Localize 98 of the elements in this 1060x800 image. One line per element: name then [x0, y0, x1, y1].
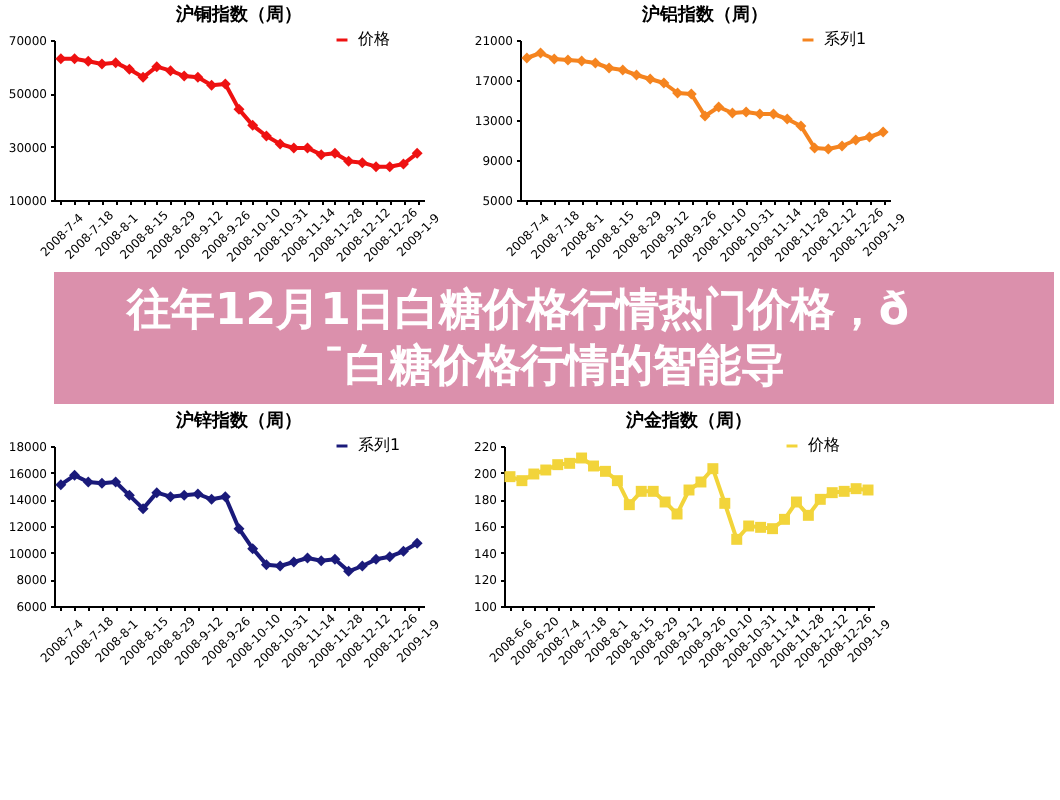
point [671, 508, 683, 520]
point [552, 459, 564, 471]
point [795, 120, 807, 132]
point [802, 509, 814, 521]
point [274, 560, 286, 572]
point [219, 491, 231, 503]
point [397, 545, 409, 557]
point [611, 475, 623, 487]
point [192, 488, 204, 500]
point [96, 477, 108, 489]
point [110, 476, 122, 488]
legend-label: 系列1 [824, 30, 867, 48]
point [315, 149, 327, 161]
point [588, 460, 599, 472]
point [96, 58, 108, 70]
point [123, 63, 135, 75]
point [370, 553, 382, 565]
point [165, 491, 176, 503]
point [779, 513, 790, 525]
point [233, 523, 245, 535]
chart-title: 沪金指数（周） [624, 410, 752, 432]
point [137, 503, 149, 515]
point [329, 147, 341, 159]
point [504, 471, 516, 483]
point [659, 496, 671, 508]
chart-title: 沪铜指数（周） [174, 4, 302, 26]
point [384, 161, 396, 173]
point [55, 479, 67, 491]
point [695, 476, 707, 488]
point [329, 553, 341, 565]
point [767, 523, 779, 535]
point [603, 62, 615, 74]
point [178, 70, 190, 82]
point [719, 497, 731, 509]
point [790, 496, 802, 508]
point [740, 106, 752, 118]
point [623, 499, 635, 511]
point [658, 77, 670, 89]
point [516, 475, 528, 487]
point [850, 483, 862, 495]
point [599, 465, 611, 477]
point [233, 103, 245, 115]
point [743, 520, 755, 532]
point [562, 54, 574, 66]
point [110, 57, 122, 69]
point [755, 521, 767, 533]
point [151, 487, 163, 499]
point [260, 130, 272, 142]
point [647, 485, 659, 497]
point [69, 469, 81, 481]
point [260, 559, 272, 571]
point [826, 487, 838, 499]
point [411, 147, 423, 159]
point [540, 464, 552, 476]
text: 往年12月1日白糖价格行情热门价格，ð¯白糖价格行情的智能导 [124, 284, 982, 392]
point [699, 110, 711, 122]
point [356, 560, 368, 572]
point [713, 101, 725, 113]
point [814, 493, 826, 505]
legend-label: 价格 [806, 436, 840, 454]
point [82, 55, 94, 67]
point [576, 452, 588, 464]
point [838, 485, 850, 497]
point [165, 65, 176, 77]
point [877, 126, 889, 138]
point [731, 533, 743, 545]
point [315, 555, 327, 567]
point [726, 107, 738, 119]
point [535, 47, 547, 59]
point [631, 69, 642, 81]
point [635, 485, 647, 497]
point [528, 468, 540, 480]
point [521, 52, 533, 64]
point [123, 489, 135, 501]
point [343, 565, 355, 577]
point [82, 476, 94, 488]
point [274, 138, 286, 150]
chart-title: 沪锌指数（周） [174, 410, 302, 432]
point [564, 457, 576, 469]
point [644, 73, 656, 85]
point [836, 140, 848, 152]
point [548, 53, 560, 65]
point [192, 71, 204, 83]
point [247, 543, 259, 555]
point [137, 71, 149, 83]
point [151, 61, 163, 73]
point [206, 493, 218, 505]
point [862, 484, 874, 496]
point [247, 119, 259, 131]
point [384, 551, 396, 563]
point [288, 556, 300, 568]
point [411, 537, 423, 549]
legend-label: 价格 [356, 30, 390, 48]
point [707, 463, 719, 475]
point [781, 113, 793, 125]
legend-label: 系列1 [358, 436, 401, 454]
point [617, 64, 629, 76]
chart-title: 沪铝指数（周） [640, 4, 768, 26]
